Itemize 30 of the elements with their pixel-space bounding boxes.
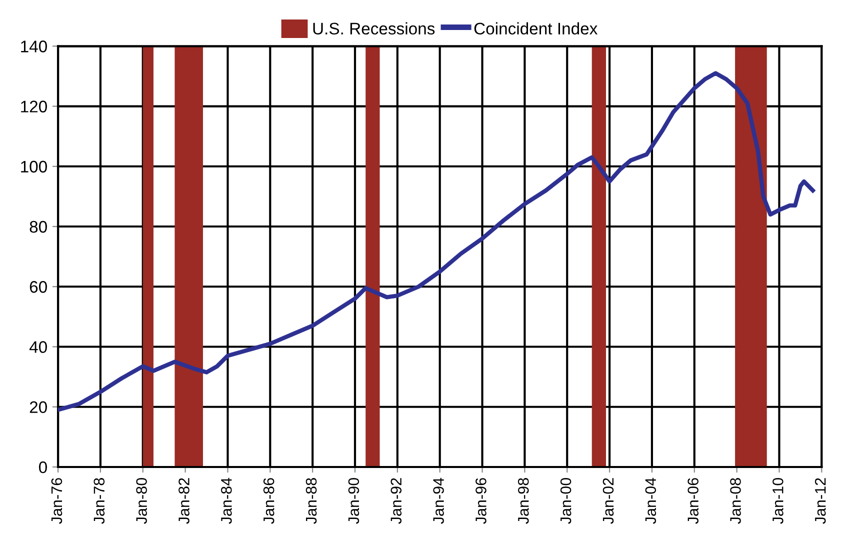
x-tick-label: Jan-80 bbox=[136, 478, 147, 524]
x-tick-label: Jan-96 bbox=[476, 478, 486, 524]
x-tick-label: Jan-98 bbox=[518, 478, 529, 524]
line-series bbox=[58, 71, 815, 412]
x-tick-label: Jan-08 bbox=[730, 478, 741, 524]
x-tick-label: Jan-12 bbox=[814, 478, 826, 524]
x-tick-label: Jan-06 bbox=[688, 478, 698, 524]
x-tick-label: Jan-02 bbox=[602, 478, 614, 524]
y-tick-label: 140 bbox=[21, 40, 47, 52]
y-tick-label: 120 bbox=[21, 100, 47, 112]
x-tick-label: Jan-82 bbox=[178, 478, 190, 524]
x-tick-label: Jan-90 bbox=[348, 478, 360, 524]
x-tick-label: Jan-10 bbox=[772, 478, 784, 524]
y-tick-label: 20 bbox=[30, 401, 47, 414]
legend-label: U.S. Recessions bbox=[313, 22, 435, 35]
x-tick-label: Jan-88 bbox=[306, 478, 317, 524]
legend-label: Coincident Index bbox=[474, 22, 598, 35]
y-tick-label: 40 bbox=[29, 341, 47, 353]
y-tick-label: 0 bbox=[38, 461, 47, 474]
y-tick-label: 80 bbox=[30, 220, 47, 233]
x-tick-label: Jan-86 bbox=[263, 478, 274, 524]
x-tick-label: Jan-92 bbox=[390, 478, 402, 524]
x-tick-label: Jan-94 bbox=[433, 478, 444, 524]
x-tick-label: Jan-76 bbox=[51, 478, 62, 524]
x-tick-label: Jan-84 bbox=[221, 478, 232, 524]
x-tick-label: Jan-00 bbox=[560, 478, 572, 524]
y-tick-label: 100 bbox=[21, 160, 47, 173]
x-tick-label: Jan-04 bbox=[645, 478, 656, 524]
x-tick-label: Jan-78 bbox=[94, 478, 105, 524]
y-tick-label: 60 bbox=[30, 281, 47, 293]
